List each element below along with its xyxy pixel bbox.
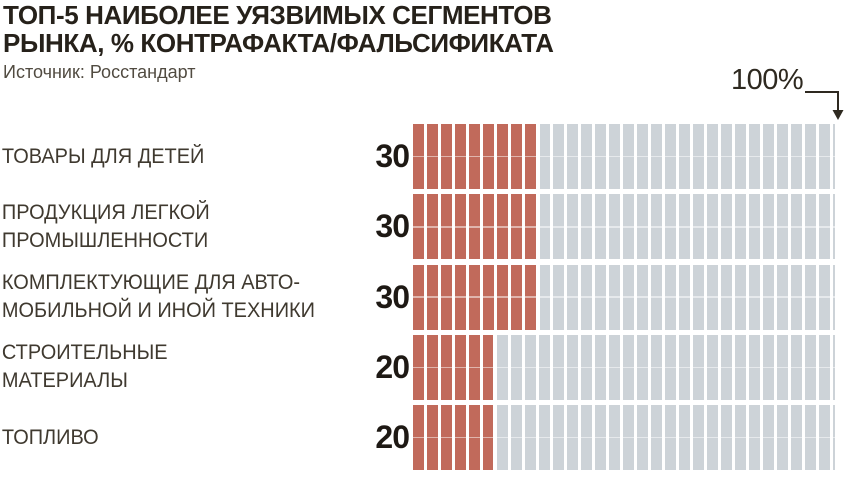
bar-fill: [413, 405, 498, 471]
bar-track: [413, 124, 835, 189]
category-label: КОМПЛЕКТУЮЩИЕ ДЛЯ АВТО- МОБИЛЬНОЙ И ИНОЙ…: [1, 271, 315, 323]
bar-row: ТОВАРЫ ДЛЯ ДЕТЕЙ 30: [0, 124, 835, 189]
axis-max-label: 100%: [731, 64, 804, 96]
bar-row: КОМПЛЕКТУЮЩИЕ ДЛЯ АВТО- МОБИЛЬНОЙ И ИНОЙ…: [0, 264, 835, 330]
chart-title: ТОП-5 НАИБОЛЕЕ УЯЗВИМЫХ СЕГМЕНТОВ РЫНКА,…: [3, 0, 554, 58]
value-label: 20: [375, 348, 410, 385]
bar-track: [413, 334, 835, 400]
chart-title-line1: ТОП-5 НАИБОЛЕЕ УЯЗВИМЫХ СЕГМЕНТОВ: [3, 0, 552, 30]
chart-title-line2: РЫНКА, % КОНТРАФАКТА/ФАЛЬСИФИКАТА: [3, 28, 554, 58]
category-label: ПРОДУКЦИЯ ЛЕГКОЙ ПРОМЫШЛЕННОСТИ: [1, 200, 210, 252]
category-label: ТОВАРЫ ДЛЯ ДЕТЕЙ: [1, 144, 205, 168]
category-label: ТОПЛИВО: [1, 425, 99, 449]
category-label: СТРОИТЕЛЬНЫЕ МАТЕРИАЛЫ: [1, 341, 168, 393]
bar-row: ТОПЛИВО 20: [0, 405, 835, 471]
value-label: 30: [375, 278, 410, 315]
source-label: Источник: Росстандарт: [3, 62, 196, 82]
arrow-down-icon: [805, 84, 845, 124]
bar-fill: [413, 264, 540, 330]
value-label: 30: [375, 208, 410, 245]
bar-track: [413, 264, 835, 330]
bar-row: ПРОДУКЦИЯ ЛЕГКОЙ ПРОМЫШЛЕННОСТИ 30: [0, 194, 835, 260]
value-label: 30: [375, 138, 410, 174]
value-label: 20: [375, 419, 410, 456]
bar-track: [413, 194, 835, 260]
bar-fill: [413, 194, 540, 260]
bar-chart: ТОВАРЫ ДЛЯ ДЕТЕЙ 30 ПРОДУКЦИЯ ЛЕГКОЙ ПРО…: [0, 124, 835, 475]
bar-row: СТРОИТЕЛЬНЫЕ МАТЕРИАЛЫ 20: [0, 334, 835, 400]
bar-fill: [413, 334, 498, 400]
bar-fill: [413, 124, 540, 189]
bar-track: [413, 405, 835, 471]
